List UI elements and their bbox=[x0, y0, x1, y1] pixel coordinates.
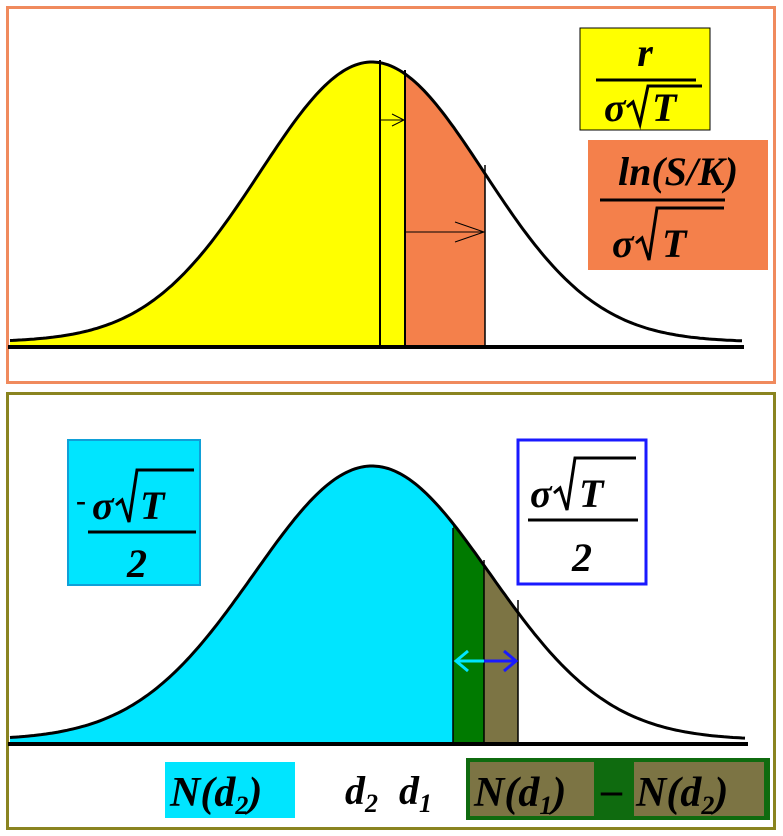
bottom-left-t: T bbox=[140, 483, 166, 528]
label-diff-right-func: N(d bbox=[635, 770, 702, 816]
top-orange-area bbox=[405, 62, 485, 347]
bottom-label-sigma-root-t-over-2: σ T 2 bbox=[516, 438, 648, 586]
svg-text:N(d2): N(d2) bbox=[635, 770, 728, 820]
svg-text:N(d2): N(d2) bbox=[169, 770, 262, 820]
label-n-d2: N(d2) bbox=[165, 762, 295, 820]
bottom-bell-curve bbox=[9, 464, 746, 740]
svg-text:d1: d1 bbox=[399, 768, 432, 818]
top-label-r-t: T bbox=[652, 85, 678, 130]
top-label-ln-s-over-k: ln(S/K) σ T bbox=[588, 140, 768, 270]
top-arrow-large bbox=[405, 221, 486, 243]
label-n-d2-sub: 2 bbox=[234, 791, 248, 820]
bottom-green-area bbox=[453, 466, 484, 744]
top-label-r-numerator: r bbox=[637, 30, 653, 75]
label-diff-right-sub: 2 bbox=[700, 791, 714, 820]
bottom-right-sigma: σ bbox=[530, 471, 553, 516]
bottom-left-sigma: σ bbox=[92, 483, 115, 528]
label-d1: d1 bbox=[399, 768, 432, 818]
top-label-r-over-sigma-root-t: r σ T bbox=[579, 27, 711, 131]
label-d1-var: d bbox=[399, 768, 420, 813]
top-bell-curve bbox=[9, 60, 743, 343]
label-diff-left-sub: 1 bbox=[539, 791, 552, 820]
bottom-right-t: T bbox=[579, 471, 605, 516]
label-n-d2-func: N(d bbox=[169, 770, 236, 816]
top-label-ln-sigma: σ bbox=[612, 221, 635, 266]
bottom-left-minus-sign: - bbox=[76, 484, 86, 517]
label-n-d1-minus-n-d2: N(d1) – N(d2) bbox=[466, 758, 770, 820]
svg-text:N(d1): N(d1) bbox=[473, 770, 566, 820]
top-yellow-area bbox=[10, 62, 405, 347]
top-label-r-sigma: σ bbox=[604, 85, 627, 130]
bottom-cyan-arrow bbox=[453, 649, 484, 673]
bottom-panel bbox=[6, 392, 776, 830]
top-panel bbox=[6, 6, 776, 384]
top-label-ln-numerator: ln(S/K) bbox=[618, 149, 738, 194]
label-diff-operator: – bbox=[600, 768, 623, 814]
bottom-blue-arrow bbox=[484, 649, 519, 673]
top-shaded-areas bbox=[10, 62, 485, 347]
bottom-label-minus-sigma-root-t-over-2: - σ T 2 bbox=[67, 439, 201, 586]
label-d1-sub: 1 bbox=[419, 789, 432, 818]
svg-text:d2: d2 bbox=[345, 768, 378, 818]
bottom-left-denominator: 2 bbox=[126, 541, 147, 586]
label-d2-var: d bbox=[345, 768, 366, 813]
label-d2: d2 bbox=[345, 768, 378, 818]
top-arrow-small bbox=[380, 113, 406, 127]
label-diff-right-close: ) bbox=[710, 770, 728, 816]
label-diff-left-close: ) bbox=[548, 770, 566, 816]
label-diff-left-func: N(d bbox=[473, 770, 540, 816]
bottom-right-denominator: 2 bbox=[571, 535, 592, 580]
top-label-ln-t: T bbox=[662, 221, 688, 266]
label-d2-sub: 2 bbox=[364, 789, 378, 818]
bottom-olive-area bbox=[484, 466, 518, 744]
label-n-d2-close: ) bbox=[244, 770, 262, 816]
